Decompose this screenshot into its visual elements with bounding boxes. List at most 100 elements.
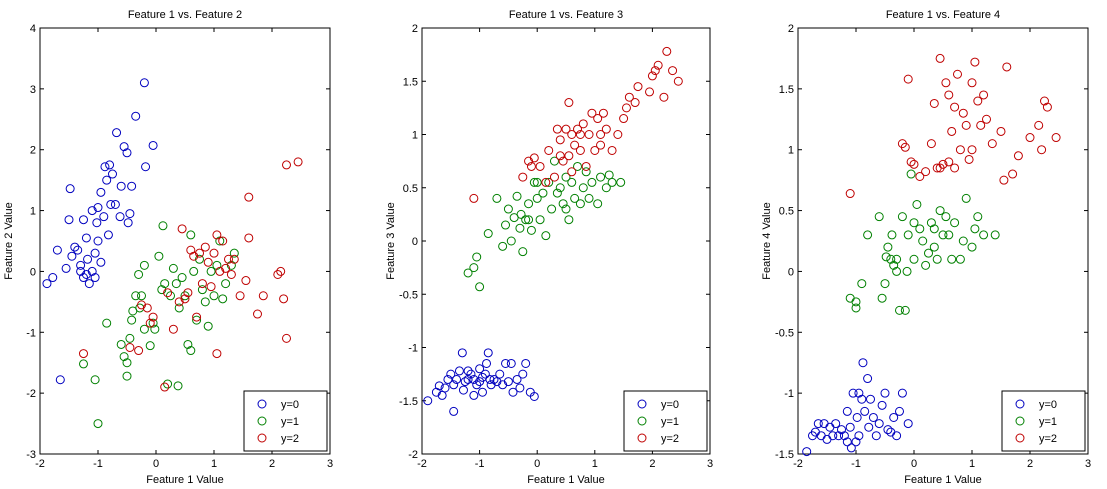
point-y1 xyxy=(125,333,135,343)
point-y0 xyxy=(845,422,855,432)
point-y0 xyxy=(871,431,881,441)
point-y2 xyxy=(541,177,551,187)
point-y1 xyxy=(883,242,893,252)
legend-marker xyxy=(637,433,647,443)
point-y0 xyxy=(449,380,459,390)
point-y1 xyxy=(929,224,939,234)
point-y0 xyxy=(897,388,907,398)
point-y0 xyxy=(61,263,71,273)
point-y2 xyxy=(950,163,960,173)
point-y2 xyxy=(1037,145,1047,155)
point-y2 xyxy=(197,279,207,289)
point-y0 xyxy=(65,184,75,194)
point-y0 xyxy=(460,377,470,387)
point-y2 xyxy=(212,230,222,240)
x-tick-label: 0 xyxy=(534,458,540,470)
point-y0 xyxy=(452,374,462,384)
point-y2 xyxy=(180,294,190,304)
x-tick-label: -1 xyxy=(851,458,861,470)
point-y0 xyxy=(96,187,106,197)
legend-marker xyxy=(257,399,267,409)
point-y1 xyxy=(521,215,531,225)
y-tick-label: 0.5 xyxy=(779,206,794,218)
point-y1 xyxy=(134,269,144,279)
point-y1 xyxy=(564,215,574,225)
point-y1 xyxy=(535,215,545,225)
point-y2 xyxy=(203,257,213,267)
point-y0 xyxy=(90,273,100,283)
point-y2 xyxy=(909,159,919,169)
point-y1 xyxy=(154,251,164,261)
axes-box xyxy=(797,27,1089,455)
point-y0 xyxy=(501,358,511,368)
point-y1 xyxy=(944,230,954,240)
point-y1 xyxy=(912,199,922,209)
point-y1 xyxy=(857,279,867,289)
point-y2 xyxy=(518,172,528,182)
point-y0 xyxy=(483,348,493,358)
point-y2 xyxy=(584,130,594,139)
point-y1 xyxy=(955,254,965,264)
point-y1 xyxy=(889,260,899,270)
point-y2 xyxy=(221,263,231,273)
legend: y=0 y=1 y=2 xyxy=(1001,390,1086,452)
point-y1 xyxy=(160,279,170,289)
point-y0 xyxy=(463,374,473,384)
point-y1 xyxy=(886,254,896,264)
point-y0 xyxy=(506,358,516,368)
point-y1 xyxy=(958,236,968,246)
point-y1 xyxy=(561,172,571,182)
point-y1 xyxy=(887,230,897,240)
point-y0 xyxy=(93,203,103,213)
point-y1 xyxy=(498,241,508,251)
x-axis-label: Feature 1 Value xyxy=(527,474,604,486)
y-tick-label: 0 xyxy=(412,236,418,248)
point-y2 xyxy=(581,161,591,171)
point-y1 xyxy=(197,285,207,295)
point-y0 xyxy=(106,199,116,209)
point-y2 xyxy=(944,90,954,100)
point-y0 xyxy=(115,212,125,222)
point-y1 xyxy=(573,161,583,171)
point-y1 xyxy=(544,177,554,187)
point-y2 xyxy=(575,130,585,139)
point-y2 xyxy=(160,382,170,392)
point-y2 xyxy=(987,139,997,149)
point-y0 xyxy=(480,369,490,379)
point-y2 xyxy=(469,193,479,203)
point-y0 xyxy=(868,412,878,422)
point-y1 xyxy=(203,321,213,331)
point-y1 xyxy=(475,282,485,292)
point-y1 xyxy=(139,260,149,270)
y-tick-label: 0 xyxy=(30,266,36,278)
point-y0 xyxy=(122,148,132,158)
point-y0 xyxy=(139,78,149,88)
x-tick-label: -2 xyxy=(35,458,45,470)
point-y0 xyxy=(103,230,113,240)
point-y2 xyxy=(183,288,193,298)
point-y0 xyxy=(895,406,904,416)
axes-box xyxy=(421,27,711,455)
point-y1 xyxy=(157,285,167,295)
point-y1 xyxy=(863,230,873,240)
point-y0 xyxy=(116,181,126,191)
point-y1 xyxy=(918,236,928,246)
point-y1 xyxy=(616,177,626,187)
point-y0 xyxy=(100,162,110,172)
point-y2 xyxy=(189,251,199,261)
point-y0 xyxy=(472,380,482,390)
point-y2 xyxy=(630,98,640,108)
point-y2 xyxy=(906,157,916,167)
point-y0 xyxy=(848,388,858,398)
point-y1 xyxy=(877,293,887,303)
point-y2 xyxy=(524,156,534,166)
point-y1 xyxy=(218,294,228,304)
point-y1 xyxy=(503,204,513,214)
point-y1 xyxy=(561,204,571,214)
point-y2 xyxy=(967,145,977,155)
point-y0 xyxy=(458,385,468,395)
chart-title: Feature 1 vs. Feature 2 xyxy=(128,9,242,21)
point-y2 xyxy=(645,87,655,97)
point-y1 xyxy=(229,248,239,258)
